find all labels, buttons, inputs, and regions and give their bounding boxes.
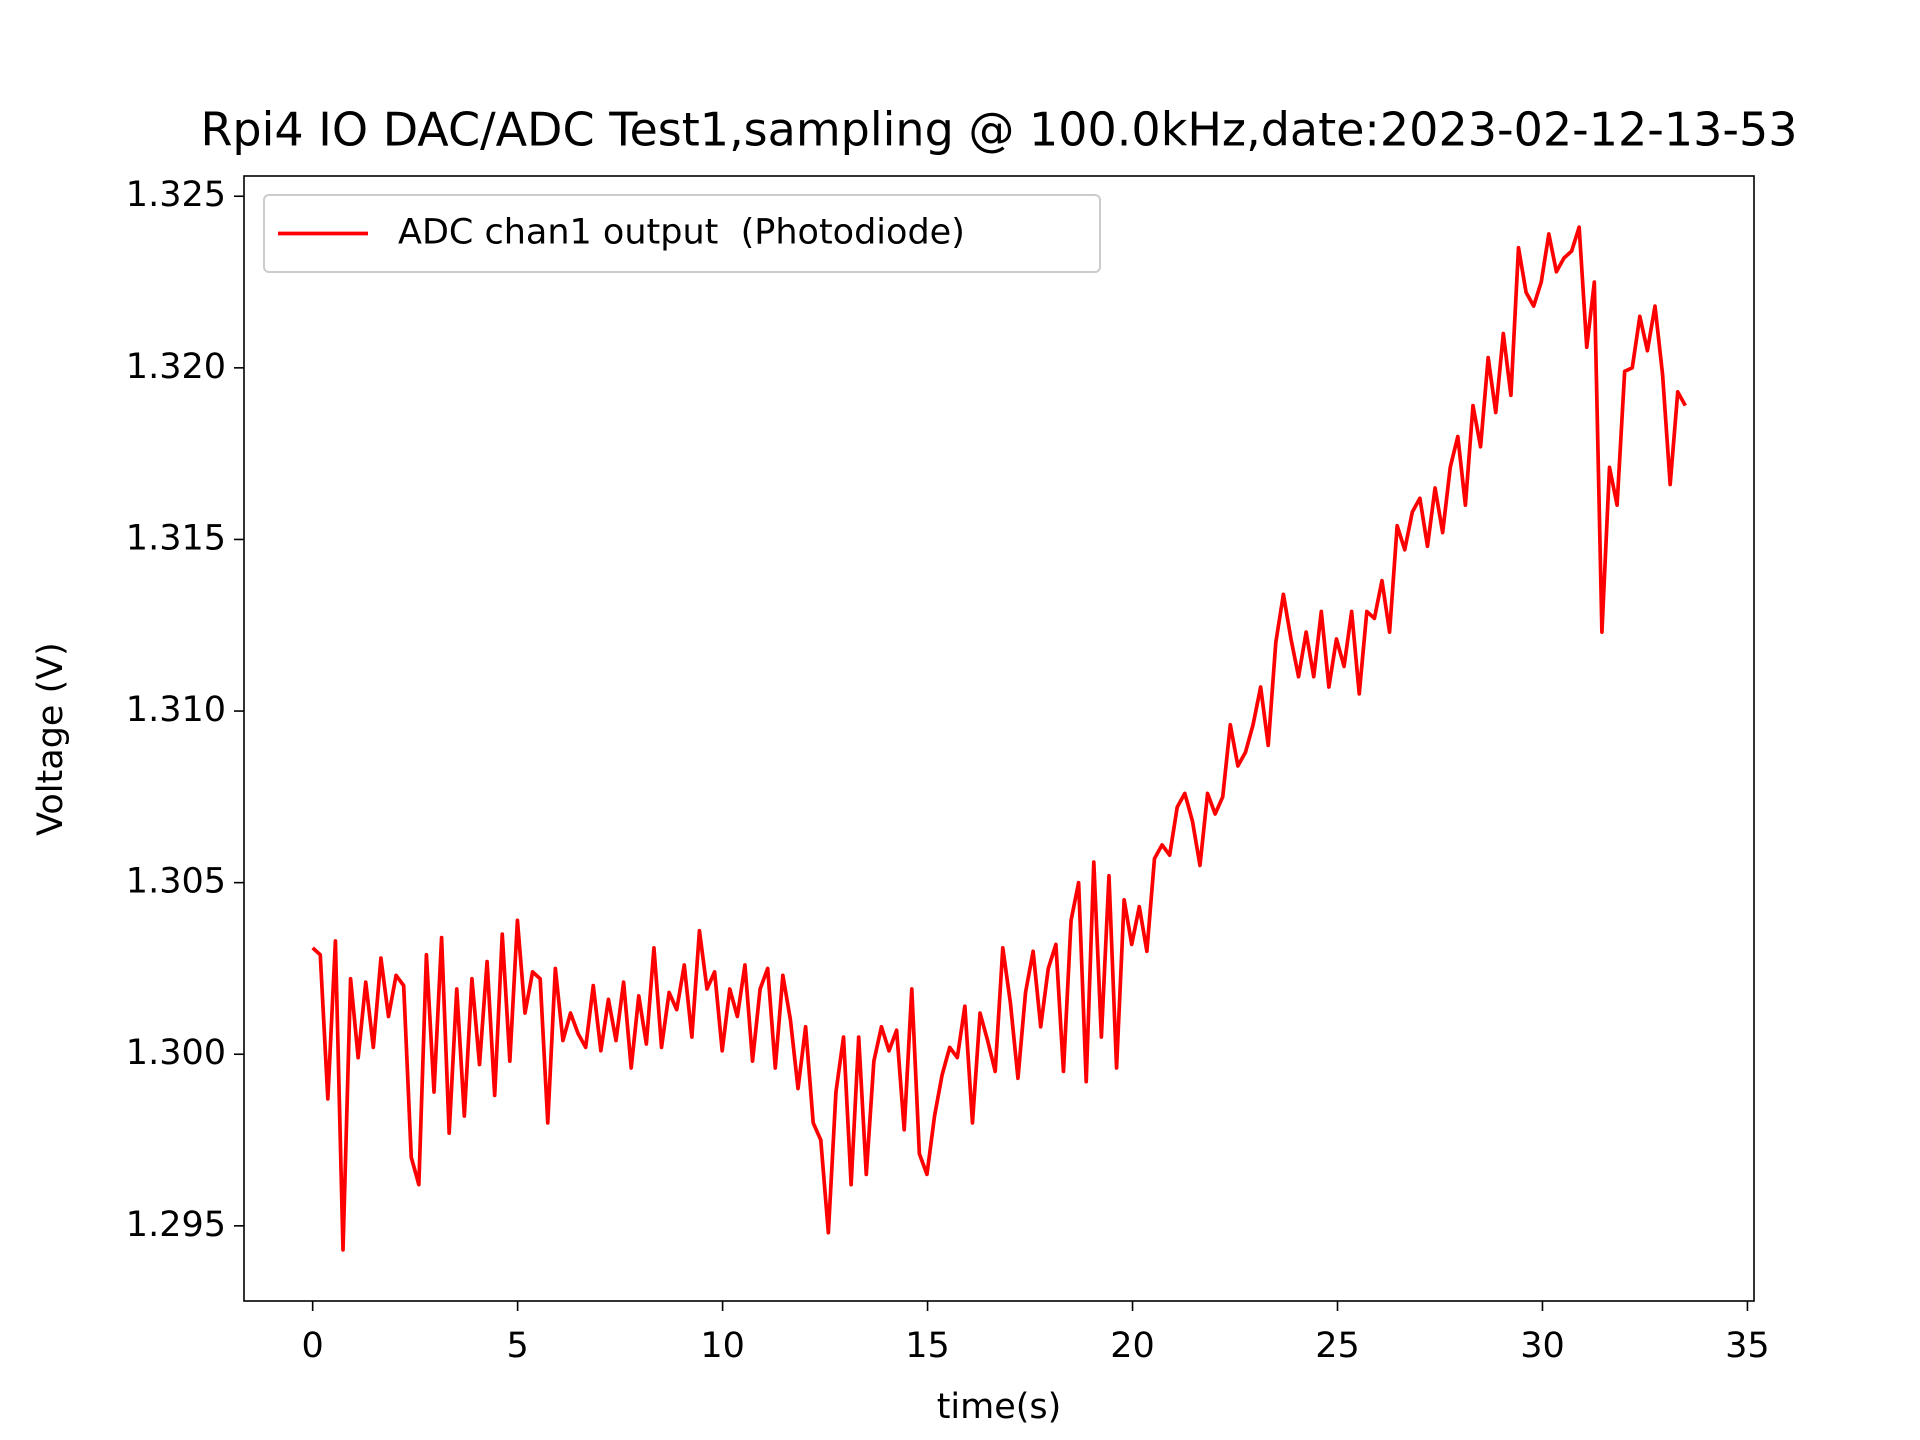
x-tick-label: 15: [905, 1326, 950, 1366]
x-tick-label: 25: [1315, 1326, 1360, 1366]
x-tick-label: 0: [302, 1326, 324, 1366]
y-tick-label: 1.305: [126, 862, 226, 902]
y-axis-label: Voltage (V): [31, 642, 71, 836]
y-tick-label: 1.310: [126, 690, 226, 730]
x-tick-label: 30: [1520, 1326, 1565, 1366]
data-line: [311, 225, 1687, 1252]
x-axis-label: time(s): [937, 1387, 1062, 1427]
y-tick-label: 1.315: [126, 518, 226, 558]
x-tick-label: 20: [1110, 1326, 1155, 1366]
plot-frame: [243, 175, 1755, 1302]
y-tick-label: 1.295: [126, 1205, 226, 1245]
y-tick-label: 1.300: [126, 1033, 226, 1073]
legend-box: [263, 194, 1101, 273]
x-tick-label: 35: [1725, 1326, 1770, 1366]
y-tick-label: 1.320: [126, 347, 226, 387]
y-tick-label: 1.325: [126, 175, 226, 215]
legend-label: ADC chan1 output (Photodiode): [398, 213, 965, 253]
x-tick-label: 10: [700, 1326, 745, 1366]
x-tick-label: 5: [506, 1326, 528, 1366]
chart-title: Rpi4 IO DAC/ADC Test1,sampling @ 100.0kH…: [200, 103, 1797, 157]
